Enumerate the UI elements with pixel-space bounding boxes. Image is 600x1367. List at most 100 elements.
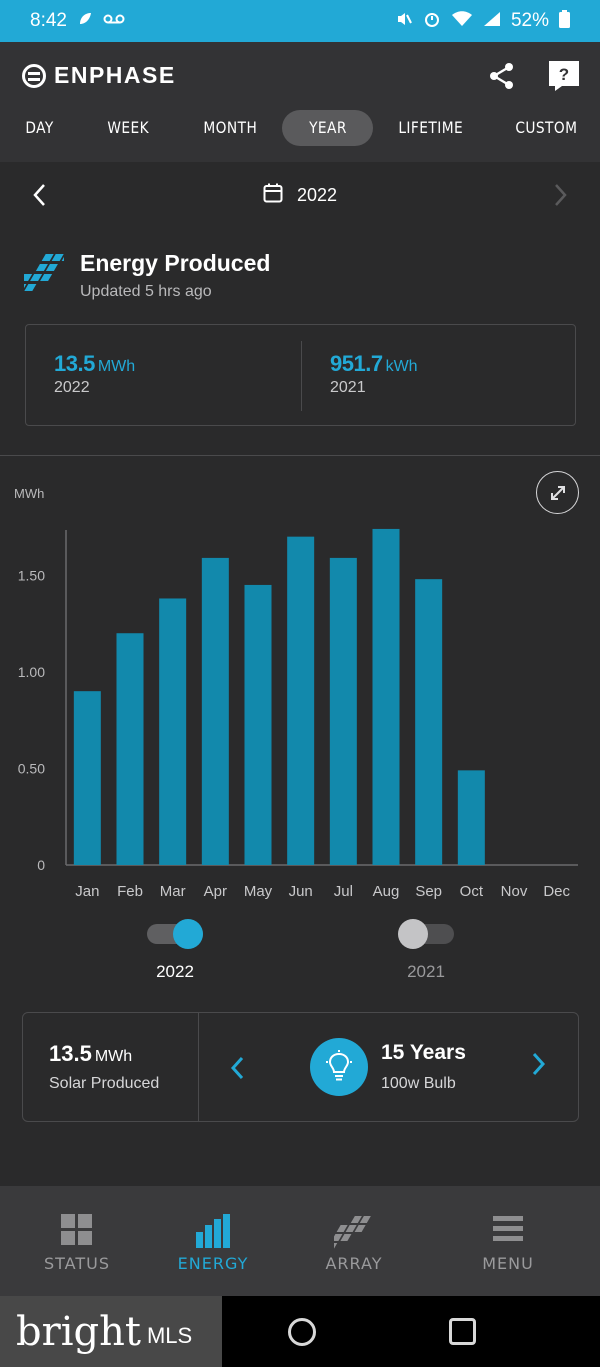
equivalency-next-button[interactable] [528, 1051, 548, 1082]
calendar-icon[interactable] [263, 183, 283, 208]
home-button[interactable] [288, 1318, 316, 1346]
alarm-icon [423, 10, 441, 33]
svg-text:?: ? [559, 65, 569, 84]
equivalency-card: 13.5 MWh Solar Produced 15 Years 100w Bul… [22, 1012, 579, 1122]
tab-year-label: YEAR [308, 118, 347, 137]
previous-year: 2021 [330, 379, 366, 396]
brand-name: ENPHASE [54, 62, 176, 88]
toggle-knob [398, 919, 428, 949]
current-unit: MWh [97, 358, 136, 375]
equivalency-prev-button[interactable] [228, 1055, 248, 1086]
watermark-brand: bright [16, 1308, 141, 1355]
chart-unit-label: MWh [14, 486, 45, 501]
previous-value: 951.7 [330, 351, 383, 376]
bar-chart-icon [196, 1214, 230, 1253]
expand-chart-button[interactable] [536, 471, 579, 514]
period-label[interactable]: 2022 [296, 184, 338, 205]
updated-text: Updated 5 hrs ago [80, 283, 212, 300]
voicemail-icon [103, 12, 125, 30]
section-divider [0, 455, 600, 456]
x-tick-label: Oct [460, 883, 484, 900]
x-tick-label: Aug [373, 883, 400, 900]
bar-may [244, 584, 272, 865]
current-total: 13.5 MWh 2022 [54, 351, 135, 397]
nav-array[interactable]: ARRAY [289, 1186, 419, 1296]
tab-lifetime[interactable]: LIFETIME [398, 118, 464, 137]
tab-month[interactable]: MONTH [203, 118, 258, 137]
solar-array-icon [326, 1214, 374, 1257]
messenger-icon [77, 11, 93, 32]
y-tick-label: 1.50 [18, 567, 45, 583]
tab-custom[interactable]: CUSTOM [515, 118, 578, 137]
tab-week[interactable]: WEEK [107, 118, 150, 137]
nav-label-array: ARRAY [325, 1254, 383, 1273]
legend-toggle-2021[interactable]: 2021 [386, 919, 466, 982]
equivalency-divider [198, 1013, 199, 1121]
help-icon[interactable]: ? [548, 60, 580, 92]
toggle-knob [173, 919, 203, 949]
x-tick-label: Apr [204, 883, 227, 900]
x-tick-label: Feb [117, 883, 143, 900]
signal-icon [483, 11, 501, 32]
summary-divider [301, 341, 302, 411]
x-tick-label: May [244, 883, 273, 900]
equivalency-label: 100w Bulb [381, 1075, 456, 1092]
previous-total: 951.7 kWh 2021 [330, 351, 418, 397]
battery-percent: 52% [510, 10, 549, 31]
previous-unit: kWh [385, 358, 418, 375]
solar-value: 13.5 [49, 1041, 92, 1066]
nav-status[interactable]: STATUS [12, 1186, 142, 1296]
status-time: 8:42 [30, 10, 67, 31]
app-header: ENPHASE ? DAY WEEK MONTH YEAR LIFETIME C… [0, 42, 600, 162]
wifi-icon [451, 10, 473, 33]
battery-icon [559, 9, 570, 33]
solar-panel-icon [14, 250, 74, 301]
hamburger-menu-icon [493, 1214, 523, 1247]
recents-button[interactable] [449, 1318, 476, 1345]
bar-aug [372, 528, 400, 865]
legend-toggle-2022[interactable]: 2022 [135, 919, 215, 982]
tab-day[interactable]: DAY [25, 118, 54, 137]
solar-label: Solar Produced [49, 1075, 160, 1092]
current-value: 13.5 [54, 351, 95, 376]
nav-energy[interactable]: ENERGY [148, 1186, 278, 1296]
summary-card: 13.5 MWh 2022 951.7 kWh 2021 [25, 324, 576, 426]
nav-label-status: STATUS [43, 1254, 111, 1273]
x-tick-label: Jul [334, 883, 353, 900]
bar-oct [457, 770, 485, 865]
date-navigator: 2022 [0, 172, 600, 218]
mute-icon [395, 10, 413, 33]
x-tick-label: Nov [501, 883, 528, 900]
previous-period-button[interactable] [30, 182, 50, 213]
y-tick-label: 0.50 [18, 760, 45, 776]
grid-icon [61, 1214, 93, 1251]
nav-label-energy: ENERGY [177, 1254, 249, 1273]
equivalency-value: 15 Years [381, 1041, 466, 1064]
solar-total: 13.5 MWh [49, 1041, 132, 1067]
enphase-logo-icon [22, 63, 46, 88]
watermark-mls: MLS [146, 1322, 193, 1348]
status-bar: 8:42 52% [0, 0, 600, 42]
current-year: 2022 [54, 379, 90, 396]
bar-jul [329, 557, 357, 865]
share-icon[interactable] [488, 62, 516, 90]
watermark: bright MLS [0, 1296, 222, 1367]
bar-jun [287, 536, 315, 865]
energy-title: Energy Produced [80, 250, 271, 276]
legend-label-2022: 2022 [156, 962, 194, 981]
x-tick-label: Jan [75, 883, 99, 900]
legend-label-2021: 2021 [407, 962, 445, 981]
period-tabs: DAY WEEK MONTH YEAR LIFETIME CUSTOM [0, 110, 600, 150]
x-tick-label: Jun [289, 883, 313, 900]
y-tick-label: 0 [37, 857, 45, 873]
bar-feb [116, 633, 144, 865]
expand-icon [550, 485, 565, 500]
next-period-button[interactable] [550, 182, 570, 213]
bar-sep [415, 579, 443, 865]
x-tick-label: Mar [160, 883, 186, 900]
brand-logo: ENPHASE [22, 62, 176, 89]
lightbulb-icon [310, 1038, 368, 1096]
nav-menu[interactable]: MENU [443, 1186, 573, 1296]
tab-year[interactable]: YEAR [282, 110, 373, 146]
bar-mar [159, 598, 187, 865]
